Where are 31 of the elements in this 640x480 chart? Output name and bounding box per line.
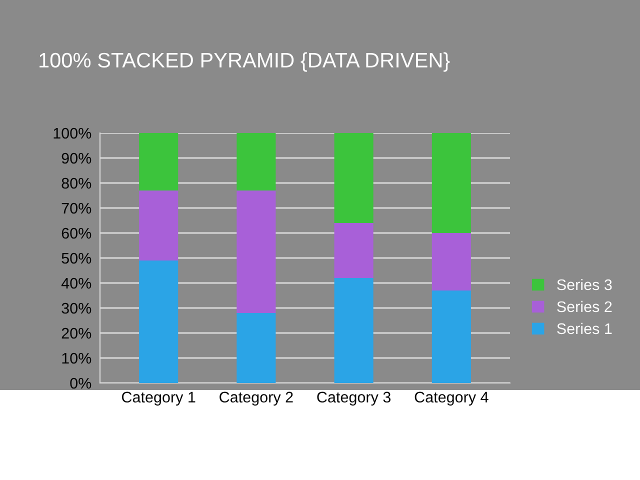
y-tick-label: 70% (62, 202, 92, 214)
y-tick-label: 50% (62, 252, 92, 264)
chart-title: 100% STACKED PYRAMID {DATA DRIVEN} (40, 52, 450, 72)
y-tick-label: 30% (62, 302, 92, 314)
bar (139, 260, 178, 383)
bar (139, 133, 178, 190)
legend-label: Series 2 (557, 300, 612, 312)
bar (432, 290, 471, 383)
bar (432, 133, 471, 233)
bar (236, 133, 276, 190)
legend-label: Series 1 (557, 322, 612, 334)
y-tick-label: 60% (62, 228, 92, 239)
bar (432, 233, 471, 290)
bar (236, 313, 276, 383)
x-tick-label: Category 3 (317, 392, 391, 406)
y-tick-label: 0% (70, 378, 92, 389)
x-tick-label: Category 1 (122, 392, 196, 406)
y-tick-label: 10% (62, 352, 92, 364)
legend-label: Series 3 (557, 278, 612, 290)
bar (139, 190, 178, 260)
x-tick-label: Category 4 (414, 392, 488, 406)
y-tick-label: 20% (62, 328, 92, 339)
bar (334, 223, 374, 278)
y-tick-label: 80% (62, 178, 92, 189)
y-tick-label: 40% (61, 278, 92, 289)
y-tick-label: 100% (54, 128, 92, 139)
x-tick-label: Category 2 (220, 392, 293, 406)
bar (334, 278, 374, 383)
bar (236, 190, 276, 313)
bar (334, 133, 374, 223)
y-tick-label: 90% (62, 152, 92, 164)
